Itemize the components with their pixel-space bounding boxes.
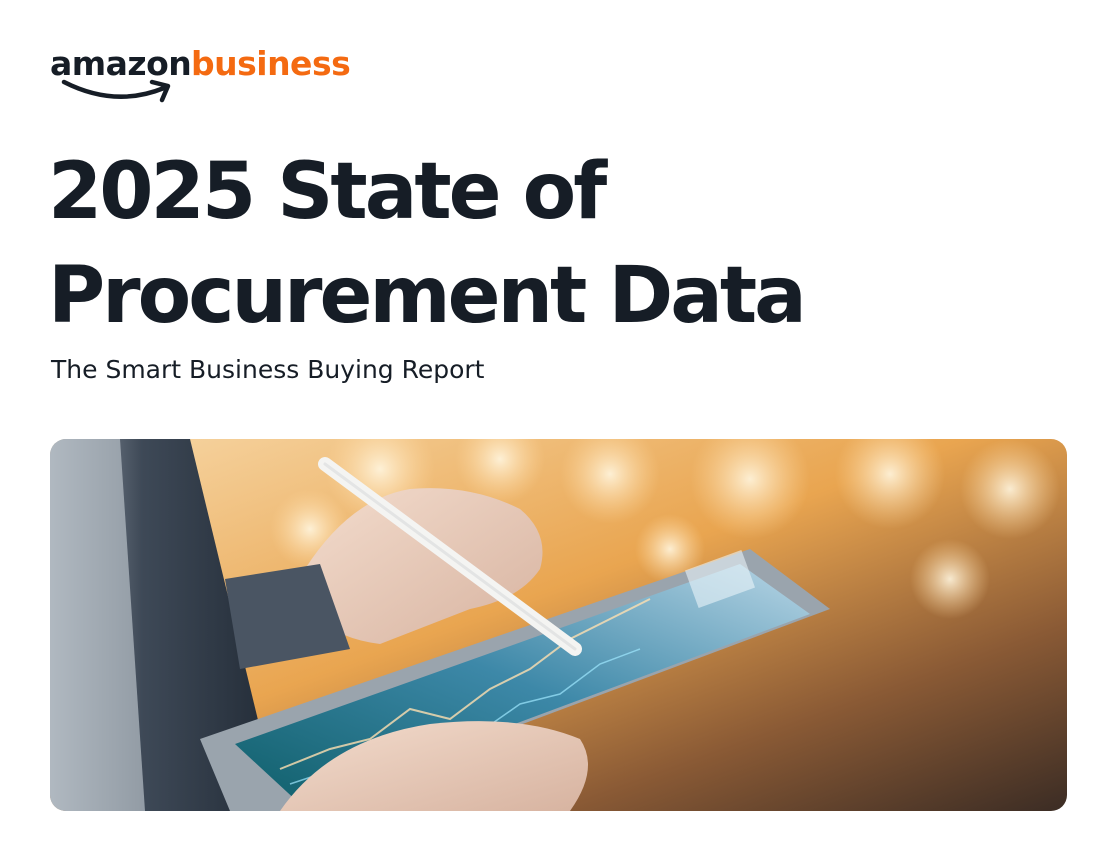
logo-word-amazon: amazon bbox=[50, 44, 192, 83]
amazon-business-logo: amazon business bbox=[50, 44, 351, 104]
report-title-line-1: 2025 State of bbox=[48, 147, 607, 237]
logo-word-business: business bbox=[191, 44, 351, 83]
report-title: 2025 State of Procurement Data bbox=[48, 140, 807, 348]
hero-photo bbox=[50, 439, 1067, 811]
amazon-smile-arrow-icon bbox=[61, 79, 171, 103]
hero-photo-illustration bbox=[50, 439, 1067, 811]
report-title-line-2: Procurement Data bbox=[48, 251, 807, 341]
report-subtitle: The Smart Business Buying Report bbox=[51, 355, 485, 384]
